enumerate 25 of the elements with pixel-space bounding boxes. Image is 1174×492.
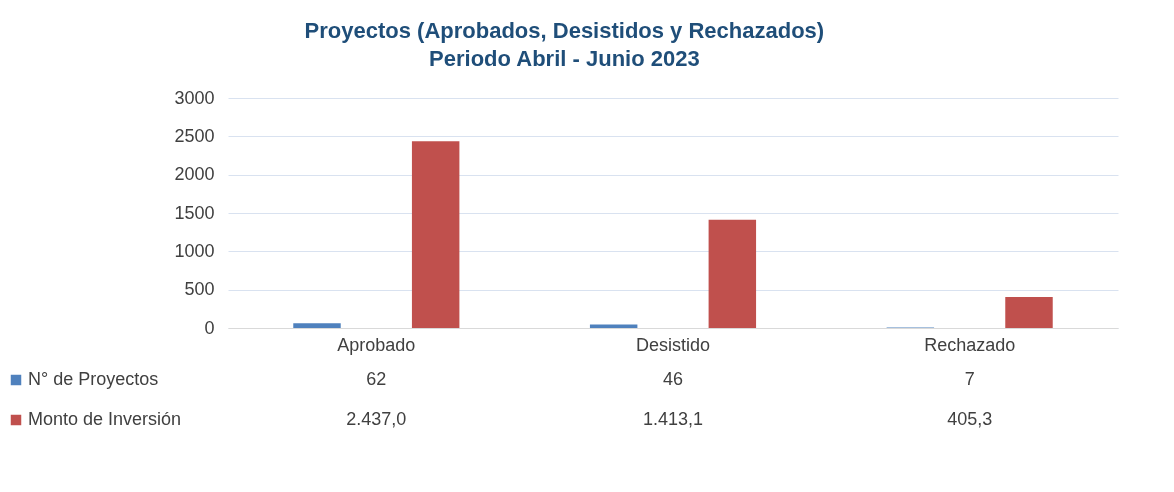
y-tick-label: 0 <box>204 317 215 338</box>
data-label: 62 <box>366 369 387 389</box>
x-tick-label: Aprobado <box>337 334 416 355</box>
chart-subtitle: Periodo Abril - Junio 2023 <box>429 46 700 71</box>
y-tick-label: 2000 <box>174 164 215 185</box>
bar <box>708 219 757 328</box>
bar <box>589 324 638 328</box>
data-label: 7 <box>964 369 975 389</box>
data-label: 1.413,1 <box>642 409 704 429</box>
data-label: 405,3 <box>947 409 993 429</box>
bar <box>1005 296 1053 328</box>
data-label: 2.437,0 <box>346 409 407 429</box>
legend-label: Monto de Inversión <box>28 409 182 429</box>
data-label: 46 <box>662 369 684 389</box>
bar <box>411 141 460 328</box>
y-tick-label: 2500 <box>174 125 215 146</box>
x-tick-label: Desistido <box>635 334 711 355</box>
y-tick-label: 1000 <box>174 240 215 261</box>
chart-title: Proyectos (Aprobados, Desistidos y Rechazados) <box>304 18 825 43</box>
x-tick-label: Rechazado <box>924 334 1016 355</box>
y-tick-label: 1500 <box>174 202 215 223</box>
legend-label: N° de Proyectos <box>28 369 159 389</box>
bar <box>293 323 341 328</box>
y-tick-label: 3000 <box>174 87 215 108</box>
y-tick-label: 500 <box>184 279 215 300</box>
